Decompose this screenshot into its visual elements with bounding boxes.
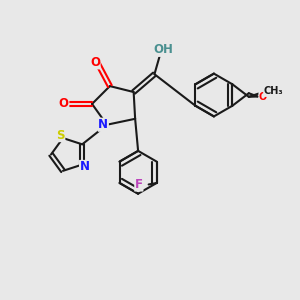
- Text: O: O: [59, 98, 69, 110]
- Text: N: N: [80, 160, 90, 173]
- Text: S: S: [56, 129, 65, 142]
- Text: N: N: [98, 118, 108, 131]
- Text: OH: OH: [153, 43, 173, 56]
- Text: F: F: [135, 178, 143, 191]
- Text: O: O: [90, 56, 100, 69]
- Text: O: O: [259, 92, 267, 101]
- Text: CH₃: CH₃: [264, 86, 283, 96]
